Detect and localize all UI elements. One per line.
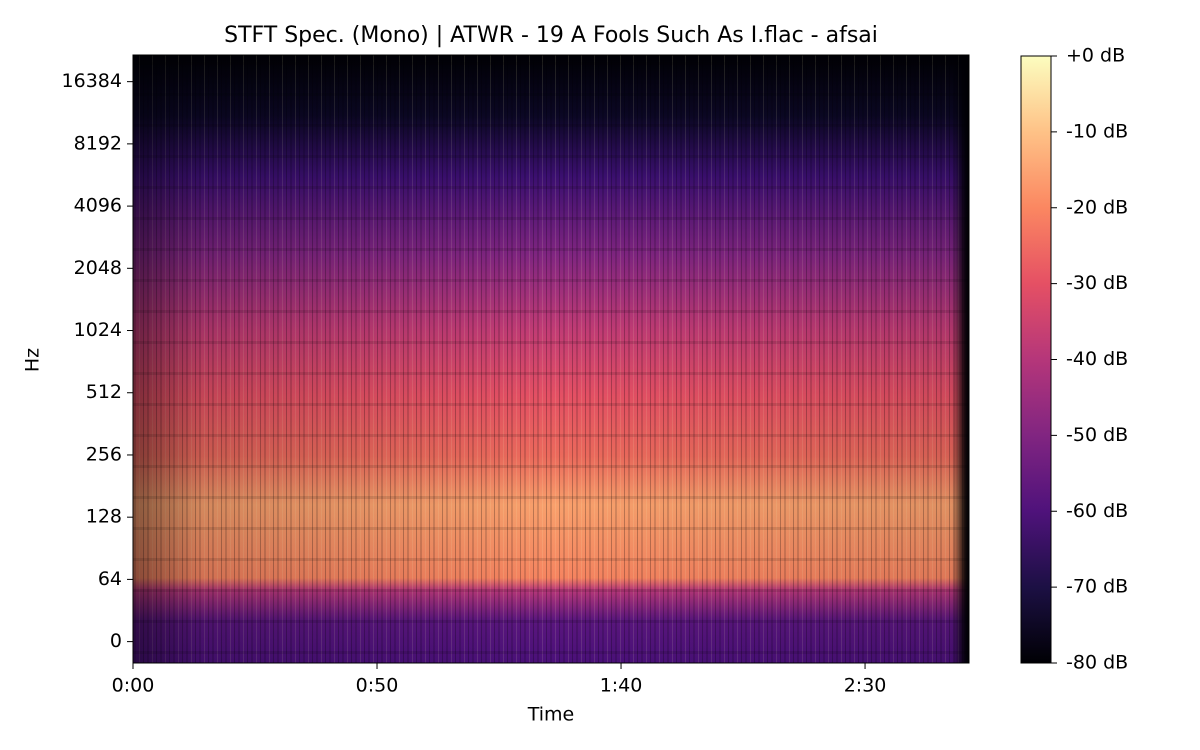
- plot-frame: [132, 54, 970, 664]
- colorbar-tick-label: -50 dB: [1066, 424, 1128, 446]
- colorbar-tick-label: -10 dB: [1066, 120, 1128, 142]
- chart-title: STFT Spec. (Mono) | ATWR - 19 A Fools Su…: [224, 23, 878, 48]
- y-tick-label: 256: [86, 443, 122, 465]
- y-tick-label: 512: [86, 381, 122, 403]
- y-tick-label: 128: [86, 506, 122, 528]
- x-tick-label: 1:40: [600, 675, 643, 697]
- colorbar-tick-label: -80 dB: [1066, 652, 1128, 674]
- colorbar-tick-label: -70 dB: [1066, 576, 1128, 598]
- y-tick-label: 16384: [62, 70, 122, 92]
- y-tick-label: 64: [98, 568, 122, 590]
- colorbar-tick-label: -30 dB: [1066, 272, 1128, 294]
- colorbar: [1020, 55, 1052, 664]
- spectrogram-image: [133, 55, 969, 663]
- x-axis-label: Time: [527, 704, 575, 726]
- y-axis-label: Hz: [22, 348, 44, 372]
- x-tick-label: 0:50: [356, 675, 399, 697]
- y-tick-label: 1024: [74, 319, 122, 341]
- y-tick-label: 2048: [74, 257, 122, 279]
- x-tick-label: 0:00: [112, 675, 155, 697]
- colorbar-tick-label: -40 dB: [1066, 348, 1128, 370]
- colorbar-tick-label: -20 dB: [1066, 196, 1128, 218]
- colorbar-tick-label: +0 dB: [1066, 45, 1125, 67]
- y-tick-label: 4096: [74, 195, 122, 217]
- colorbar-tick-label: -60 dB: [1066, 500, 1128, 522]
- y-tick-label: 8192: [74, 132, 122, 154]
- y-tick-label: 0: [110, 630, 122, 652]
- x-tick-label: 2:30: [844, 675, 887, 697]
